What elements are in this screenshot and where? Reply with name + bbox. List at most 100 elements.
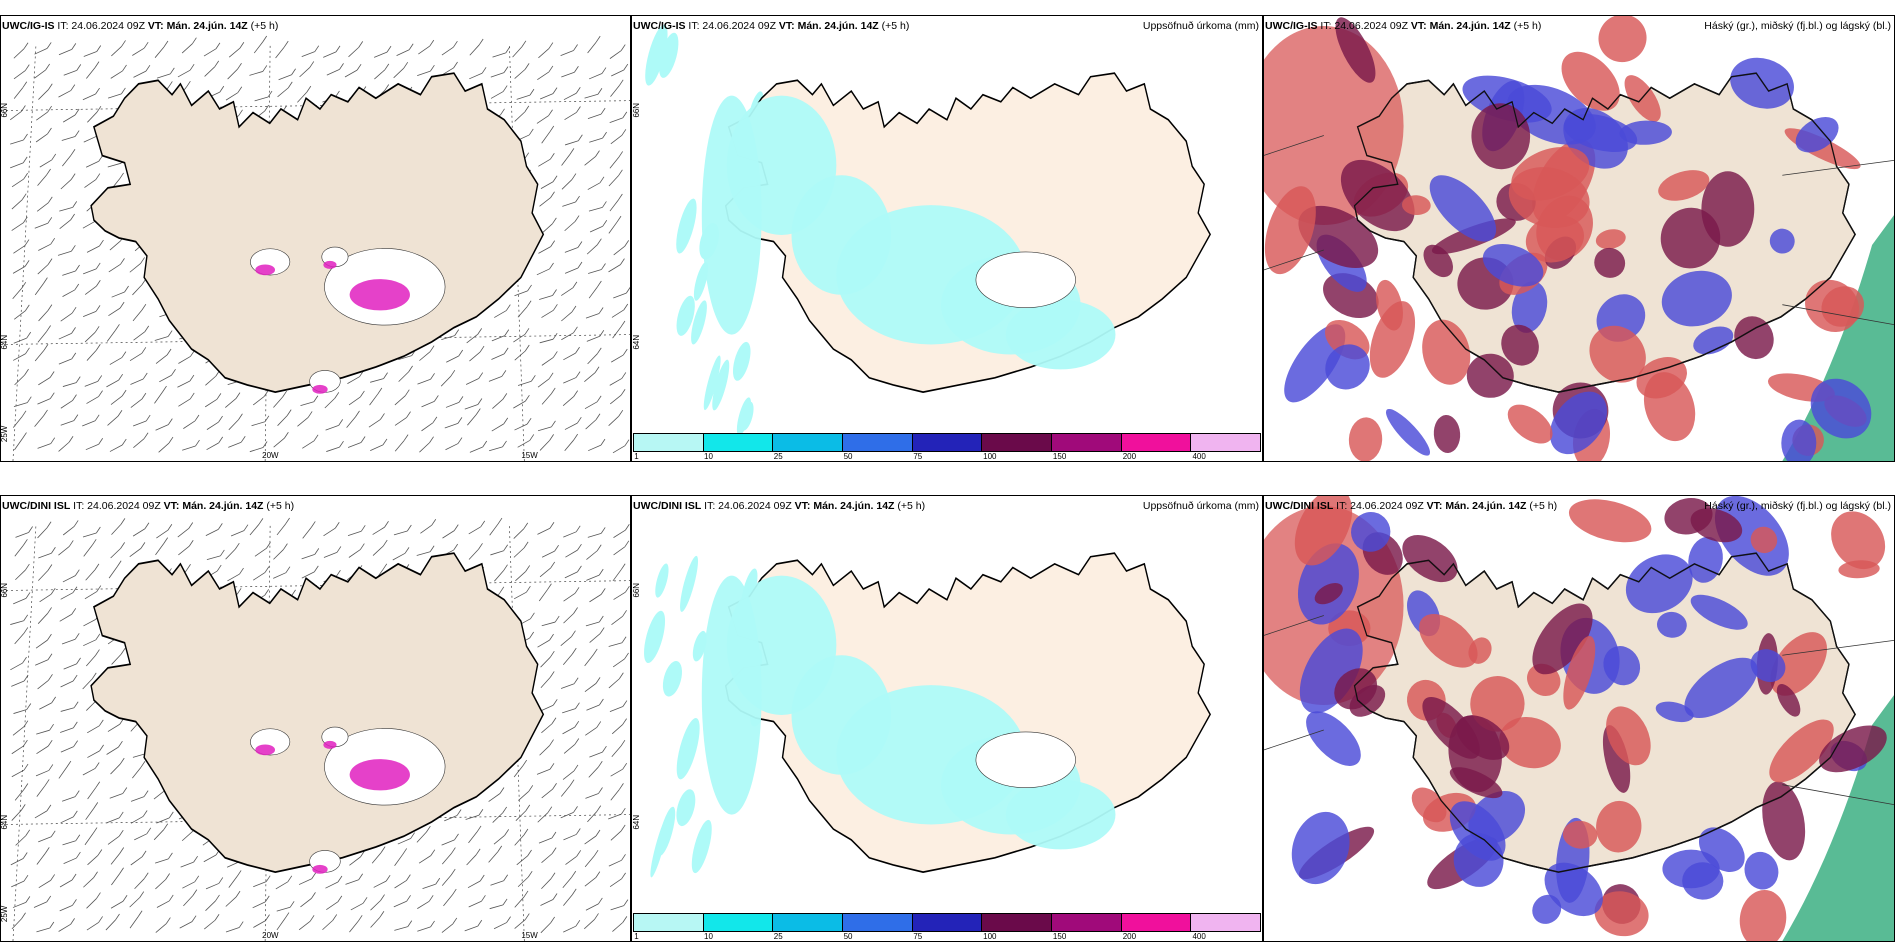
colorbar-segment <box>634 434 704 451</box>
cloud-blob <box>1770 632 1827 696</box>
colorbar-tick-label: 200 <box>1122 932 1137 941</box>
wind-barb <box>609 199 619 212</box>
wind-barb <box>540 899 554 906</box>
wind-barb-feather <box>620 44 626 51</box>
wind-barb-feather <box>51 696 56 704</box>
wind-barb <box>225 927 240 933</box>
iceland-land <box>90 72 545 394</box>
wind-barb-feather <box>216 393 222 400</box>
cloud-blob <box>1655 701 1694 723</box>
wind-barb <box>108 566 118 579</box>
wind-barb <box>58 48 72 56</box>
wind-barb-feather <box>453 61 458 69</box>
axis-label: 66N <box>632 583 641 598</box>
cloud-blob <box>1805 279 1860 332</box>
wind-barb-feather <box>502 440 507 448</box>
wind-barb-feather <box>602 201 607 208</box>
wind-barb-feather <box>96 892 101 899</box>
wind-barb-feather <box>595 871 601 878</box>
wind-barb-feather <box>45 63 50 71</box>
colorbar-labels: 1 10 25 50 75 100 150 200 400 <box>633 932 1261 941</box>
wind-barb <box>393 67 405 79</box>
cloud-blob <box>1264 186 1316 275</box>
wind-barb <box>251 421 266 427</box>
wind-barb-feather <box>524 913 530 920</box>
wind-barb-feather <box>122 64 127 72</box>
wind-barb <box>417 926 431 932</box>
cloud-blob <box>1819 725 1887 773</box>
wind-barb <box>249 447 264 453</box>
precip-streak <box>662 661 682 697</box>
wind-barb <box>323 527 336 537</box>
wind-barb <box>130 816 144 824</box>
cloud-blob <box>1525 214 1585 263</box>
wind-barb <box>564 140 579 146</box>
wind-barb-feather <box>22 216 28 224</box>
wind-barb <box>609 117 623 123</box>
wind-barb-feather <box>73 520 79 527</box>
wind-barb-feather <box>21 912 26 919</box>
wind-barb-feather <box>575 525 581 533</box>
colorbar-tick-label: 50 <box>843 932 853 941</box>
wind-barb-feather <box>265 875 271 882</box>
wind-barb <box>421 401 435 408</box>
wind-barb-feather <box>601 67 607 74</box>
wind-barb-feather <box>71 43 77 50</box>
wind-barb <box>86 922 99 931</box>
cloud-blob <box>1402 535 1458 583</box>
wind-barb <box>83 268 97 275</box>
wind-barb <box>11 745 24 755</box>
wind-barb-feather <box>94 61 100 68</box>
cloud-blob <box>1690 594 1748 630</box>
wind-barb-feather <box>141 850 147 858</box>
wind-barb-feather <box>602 131 607 139</box>
wind-barb <box>564 267 579 274</box>
wind-barb-feather <box>596 544 602 551</box>
wind-barb-feather <box>403 434 409 441</box>
cloud-blob <box>1595 229 1626 250</box>
wind-barb-feather <box>497 517 503 525</box>
wind-barb-feather <box>478 809 484 816</box>
wind-barb <box>541 131 551 144</box>
wind-barb <box>228 419 239 431</box>
wind-barb <box>541 223 553 234</box>
cloud-blob <box>1596 800 1642 853</box>
wind-barb-feather <box>575 919 581 927</box>
wind-barb-feather <box>49 921 55 929</box>
wind-barb-feather <box>548 65 554 73</box>
wind-barb <box>182 445 196 451</box>
wind-barb <box>539 295 553 300</box>
cloud-blob <box>1769 719 1834 783</box>
wind-barb <box>108 263 121 273</box>
colorbar-tick-label: 50 <box>843 452 853 461</box>
wind-barb <box>249 524 260 536</box>
wind-barb <box>494 310 507 318</box>
wind-barb-feather <box>430 64 435 72</box>
wind-barb <box>347 376 360 384</box>
wind-barb-feather <box>165 873 170 880</box>
wind-barb <box>442 530 455 539</box>
wind-map: 66N 64N 25W 20W 15W <box>1 35 630 461</box>
wind-barb <box>587 113 602 119</box>
axis-label: 64N <box>632 815 641 830</box>
wind-barb <box>562 708 576 714</box>
wind-barb-feather <box>46 42 52 49</box>
wind-barb <box>540 922 551 934</box>
wind-barb-feather <box>26 396 32 403</box>
wind-barb <box>82 93 96 101</box>
wind-barb <box>417 378 431 385</box>
wind-barb-feather <box>619 672 624 679</box>
wind-barb-feather <box>550 191 555 198</box>
wind-barb <box>419 442 430 453</box>
wind-barb-feather <box>291 589 296 597</box>
cloud-blob <box>1532 603 1593 675</box>
wind-barb-feather <box>620 389 626 396</box>
cloud-blob <box>1730 57 1794 109</box>
wind-barb-feather <box>287 875 293 883</box>
wind-barb-feather <box>309 61 315 68</box>
wind-barb <box>563 592 576 602</box>
wind-barb-feather <box>141 392 147 400</box>
wind-barb <box>11 199 23 210</box>
wind-barb-feather <box>549 522 555 529</box>
wind-barb <box>12 266 26 274</box>
